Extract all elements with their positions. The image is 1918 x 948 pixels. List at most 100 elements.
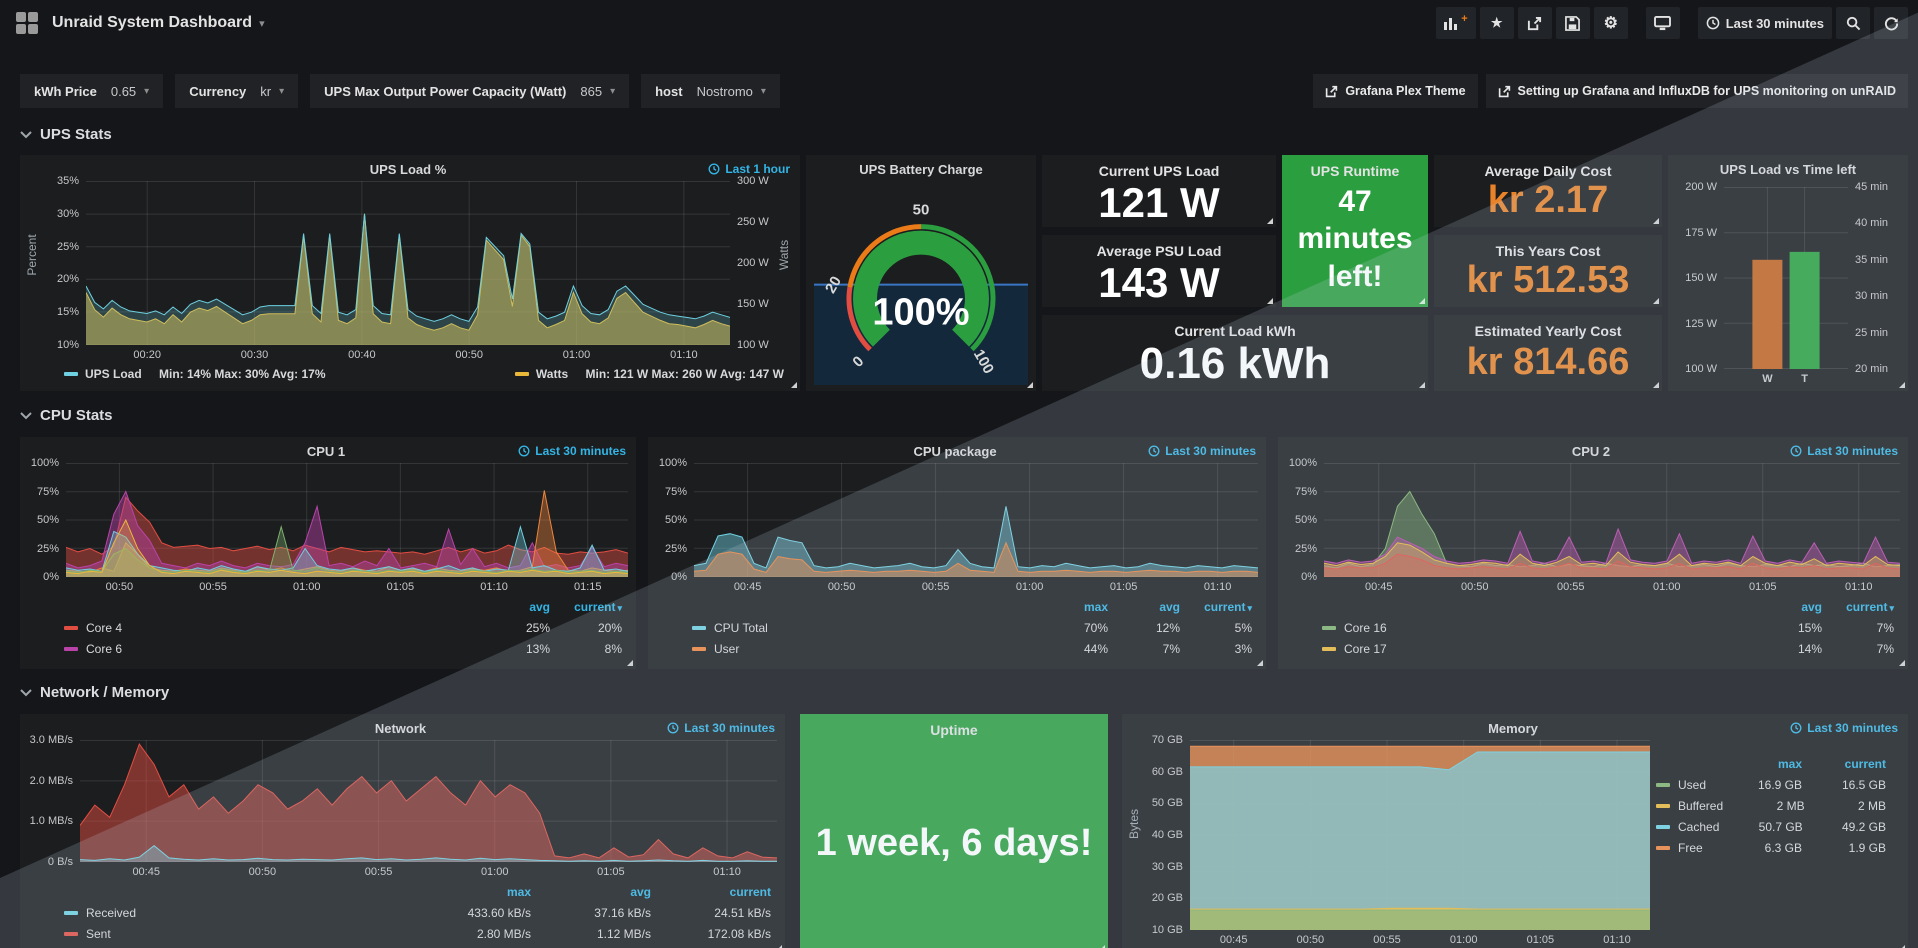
legend-item-sent[interactable]: Sent — [64, 927, 411, 941]
legend-item-core4[interactable]: Core 4 — [64, 621, 478, 635]
x-tick-label: 00:20 — [133, 349, 161, 361]
legend-col-header[interactable]: max — [506, 885, 531, 899]
bars-chart[interactable] — [1724, 187, 1848, 369]
legend-item-watts[interactable]: Watts Min: 121 W Max: 260 W Avg: 147 W — [514, 367, 784, 381]
y-axis-left: 35% 30% 25% 20% 15% 10% — [40, 175, 86, 365]
variable-currency[interactable]: Currency kr ▾ — [175, 74, 299, 108]
series-swatch — [692, 625, 706, 630]
link-ups-monitoring-guide[interactable]: Setting up Grafana and InfluxDB for UPS … — [1485, 74, 1908, 108]
legend-col-header[interactable]: current — [729, 885, 771, 899]
legend-col-header[interactable]: avg — [630, 885, 651, 899]
dashboard-title[interactable]: Unraid System Dashboard — [52, 14, 253, 31]
legend-item-cached[interactable]: Cached — [1656, 820, 1719, 834]
chevron-down-icon[interactable]: ▾ — [259, 17, 265, 30]
cpu-package-chart[interactable] — [694, 463, 1258, 577]
y-axis-title-left: Bytes — [1127, 808, 1141, 840]
legend-col-header[interactable]: avg — [529, 600, 550, 614]
y-tick-label: 15% — [56, 306, 79, 319]
panel-time-range[interactable]: Last 1 hour — [708, 162, 790, 176]
clock-icon — [1790, 445, 1802, 457]
network-chart[interactable] — [80, 740, 777, 862]
variable-host[interactable]: host Nostromo ▾ — [641, 74, 780, 108]
section-ups-stats[interactable]: UPS Stats — [20, 126, 112, 143]
legend-col-header[interactable]: max — [1083, 600, 1108, 614]
refresh-button[interactable] — [1874, 7, 1908, 39]
save-button[interactable] — [1555, 7, 1590, 39]
legend-value: 24.51 kB/s — [714, 905, 771, 920]
memory-chart[interactable] — [1190, 740, 1650, 930]
section-cpu-stats[interactable]: CPU Stats — [20, 407, 113, 424]
legend-value: 3% — [1234, 641, 1252, 656]
variable-ups-max-output[interactable]: UPS Max Output Power Capacity (Watt) 865… — [310, 74, 630, 108]
time-range-picker[interactable]: Last 30 minutes — [1697, 7, 1832, 39]
cycle-view-button[interactable] — [1645, 7, 1680, 39]
y-tick-label: 45 min — [1855, 181, 1889, 193]
link-grafana-plex-theme[interactable]: Grafana Plex Theme — [1313, 74, 1478, 108]
series-swatch — [1322, 646, 1336, 651]
cpu1-chart[interactable] — [66, 463, 628, 577]
panel-time-range[interactable]: Last 30 minutes — [1790, 444, 1898, 458]
gear-icon: ⚙ — [1603, 15, 1618, 32]
add-panel-button[interactable]: + — [1436, 7, 1476, 39]
panel-time-range[interactable]: Last 30 minutes — [1790, 721, 1898, 735]
y-tick-label: 100% — [30, 457, 59, 469]
x-tick-label: 01:00 — [1449, 934, 1478, 946]
legend-item-received[interactable]: Received — [64, 906, 411, 920]
legend-col-header[interactable]: current ▾ — [1846, 600, 1894, 614]
y-tick-label: 70 GB — [1151, 734, 1183, 746]
x-tick-label: 00:55 — [1373, 934, 1401, 946]
panel-time-range[interactable]: Last 30 minutes — [667, 721, 775, 735]
share-button[interactable] — [1517, 7, 1552, 39]
x-tick-label: 01:15 — [573, 581, 602, 593]
panel-time-range[interactable]: Last 30 minutes — [518, 444, 626, 458]
legend-value: 14% — [1797, 641, 1822, 656]
y-tick-label: 35% — [56, 175, 79, 187]
panel-average-psu-load: Average PSU Load 143 W — [1042, 235, 1276, 307]
x-tick-label: 00:50 — [1296, 934, 1325, 946]
legend-item-core17[interactable]: Core 17 — [1322, 642, 1750, 656]
legend-item-cpu-total[interactable]: CPU Total — [692, 621, 1036, 635]
legend-item-ups-load[interactable]: UPS Load Min: 14% Max: 30% Avg: 17% — [64, 367, 326, 381]
legend-item-free[interactable]: Free — [1656, 841, 1718, 855]
stat-title: UPS Runtime — [1310, 163, 1400, 179]
legend-value: 1.12 MB/s — [596, 926, 651, 941]
zoom-out-button[interactable] — [1836, 7, 1870, 39]
legend-item-user[interactable]: User — [692, 642, 1036, 656]
legend-col-header[interactable]: avg — [1801, 600, 1822, 614]
panel-title: Memory — [1488, 721, 1538, 736]
y-tick-label: 30 min — [1855, 290, 1889, 303]
y-tick-label: 100 W — [737, 339, 769, 351]
legend-item-core6[interactable]: Core 6 — [64, 642, 478, 656]
legend-row: Core 17 14% 7% — [1322, 638, 1894, 659]
grafana-logo-icon[interactable] — [16, 12, 38, 34]
section-network-memory[interactable]: Network / Memory — [20, 684, 169, 701]
variable-kwh-price[interactable]: kWh Price 0.65 ▾ — [20, 74, 164, 108]
panel-ups-load: UPS Load % Last 1 hour Percent 35% 30% 25%… — [20, 155, 800, 391]
legend-item-buffered[interactable]: Buffered — [1656, 799, 1723, 813]
legend-col-header[interactable]: current ▾ — [1204, 600, 1252, 614]
y-tick-label: 200 W — [737, 257, 769, 269]
cpu2-chart[interactable] — [1324, 463, 1900, 577]
legend-col-header[interactable]: avg — [1159, 600, 1180, 614]
legend-row: Cached 50.7 GB 49.2 GB — [1656, 816, 1886, 837]
y-tick-label: 0% — [671, 571, 687, 583]
legend-item-used[interactable]: Used — [1656, 778, 1718, 792]
y-tick-label: 60 GB — [1151, 765, 1183, 778]
legend-col-header[interactable]: current ▾ — [574, 600, 622, 614]
legend-row: Received 433.60 kB/s 37.16 kB/s 24.51 kB… — [64, 902, 771, 923]
ups-load-chart[interactable] — [86, 181, 730, 345]
chevron-down-icon — [20, 688, 32, 696]
y-tick-label: 50% — [36, 514, 59, 526]
settings-button[interactable]: ⚙ — [1593, 7, 1628, 39]
legend-col-header[interactable]: current — [1844, 757, 1886, 771]
legend-item-core16[interactable]: Core 16 — [1322, 621, 1750, 635]
series-swatch — [64, 372, 78, 376]
legend-col-header[interactable]: max — [1777, 757, 1802, 771]
panel-time-range[interactable]: Last 30 minutes — [1148, 444, 1256, 458]
y-tick-label: 25% — [1294, 542, 1317, 555]
legend-row: Core 16 15% 7% — [1322, 617, 1894, 638]
y-tick-label: 0 B/s — [47, 856, 73, 868]
star-button[interactable]: ★ — [1479, 7, 1514, 39]
chevron-down-icon: ▾ — [760, 85, 766, 97]
series-swatch — [1656, 803, 1670, 808]
